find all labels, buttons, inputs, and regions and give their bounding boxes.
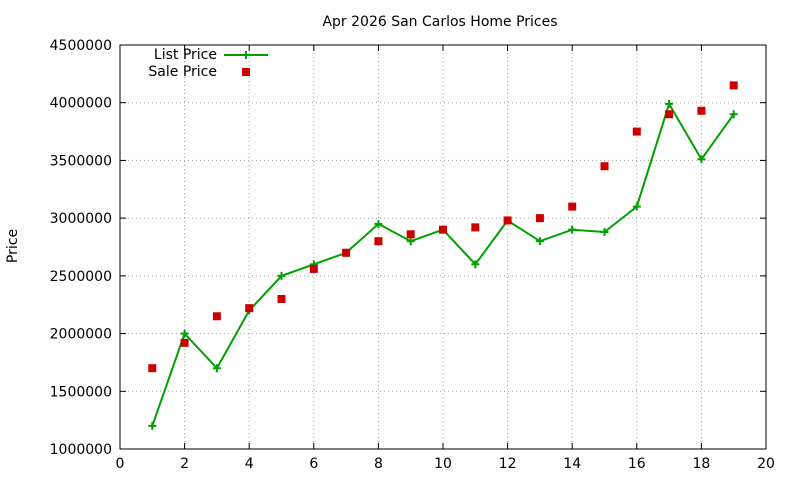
list-price-point [277, 271, 286, 280]
sale-price-point [503, 216, 512, 225]
sale-price-point [697, 106, 706, 115]
list-price-point [374, 219, 383, 228]
list-price-point [632, 202, 641, 211]
sale-price-point [277, 294, 286, 303]
y-tick-label: 4000000 [50, 96, 112, 112]
x-tick-label: 10 [434, 456, 452, 472]
sale-price-point [535, 214, 544, 223]
list-price-point [697, 155, 706, 164]
y-tick-label: 3000000 [50, 211, 112, 227]
y-tick-label: 4500000 [50, 38, 112, 54]
list-price-point [568, 225, 577, 234]
plot-frame [119, 44, 767, 450]
list-price-point [180, 329, 189, 338]
axis-ticks: 0 2 4 6 8 10 12 14 16 18 20 1000000 1500000 2000000 25… [50, 38, 775, 472]
legend-label-list-price: List Price [154, 47, 217, 63]
list-price-point [406, 237, 415, 246]
sale-price-point [148, 364, 157, 373]
legend: List Price Sale Price [148, 47, 268, 80]
y-tick-label: 3500000 [50, 153, 112, 169]
x-tick-label: 18 [692, 456, 710, 472]
legend-marker-sale-price [242, 68, 250, 76]
x-tick-label: 20 [757, 456, 775, 472]
sale-price-point [212, 312, 221, 321]
sale-price-point [309, 264, 318, 273]
sale-price-point [374, 237, 383, 246]
sale-price-point [568, 202, 577, 211]
sale-price-point [632, 127, 641, 136]
list-price-point [471, 260, 480, 269]
sale-price-point [245, 304, 254, 313]
sale-price-point [406, 230, 415, 239]
grid-lines [120, 45, 766, 449]
list-price-point [148, 421, 157, 430]
y-tick-label: 2500000 [50, 269, 112, 285]
y-tick-label: 2000000 [50, 327, 112, 343]
x-tick-label: 6 [309, 456, 318, 472]
sale-price-point [439, 225, 447, 234]
legend-label-sale-price: Sale Price [148, 64, 217, 80]
list-price-point [665, 99, 674, 108]
sale-price-point [471, 223, 480, 232]
list-price-point [600, 227, 609, 236]
y-axis-label: Price [5, 229, 21, 263]
sale-price-point [600, 162, 609, 171]
sale-price-point [665, 110, 674, 119]
list-price-point [212, 364, 221, 373]
y-tick-label: 1000000 [50, 442, 112, 458]
x-tick-label: 14 [563, 456, 581, 472]
chart-title: Apr 2026 San Carlos Home Prices [322, 14, 557, 30]
x-tick-label: 2 [180, 456, 189, 472]
x-tick-label: 16 [628, 456, 646, 472]
x-tick-label: 8 [374, 456, 383, 472]
legend-marker-list-price [242, 51, 250, 59]
x-tick-label: 12 [499, 456, 517, 472]
sale-price-point [729, 81, 738, 90]
list-price-point [729, 110, 738, 119]
x-tick-label: 0 [116, 456, 125, 472]
series-layer [148, 81, 738, 430]
y-tick-label: 1500000 [50, 384, 112, 400]
list-price-point [535, 237, 544, 246]
sale-price-point [342, 248, 351, 257]
x-tick-label: 4 [245, 456, 254, 472]
sale-price-point [180, 338, 189, 347]
